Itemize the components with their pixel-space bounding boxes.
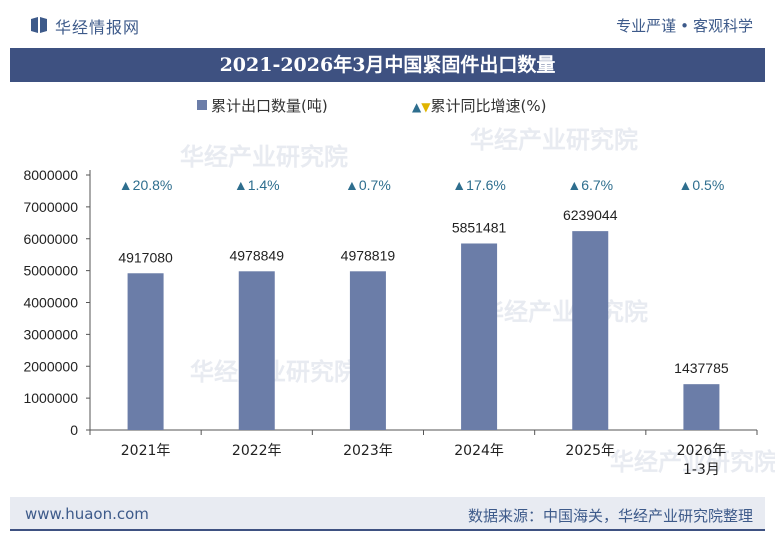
growth-label: ▲0.5% [679, 177, 725, 193]
bar-value-label: 5851481 [452, 219, 507, 235]
header: 华经情报网 专业严谨 • 客观科学 [0, 0, 775, 50]
watermark: 华经产业研究院 [610, 448, 775, 476]
growth-label: ▲17.6% [452, 177, 506, 193]
up-triangle-icon: ▲ [412, 100, 422, 114]
bar-value-label: 4917080 [118, 249, 173, 265]
legend-item-export-volume: 累计出口数量(吨) [197, 95, 328, 116]
y-tick-label: 8000000 [23, 167, 78, 183]
bar [572, 231, 609, 430]
y-tick-label: 3000000 [23, 326, 78, 342]
bar [349, 271, 386, 430]
footer-url[interactable]: www.huaon.com [25, 505, 149, 523]
watermark: 华经产业研究院 [470, 126, 638, 154]
legend-bar-swatch [197, 100, 207, 110]
growth-label: ▲20.8% [119, 177, 173, 193]
watermark: 华经产业研究院 [180, 143, 348, 171]
bar-value-label: 1437785 [674, 360, 729, 376]
growth-label: ▲1.4% [234, 177, 280, 193]
bar [238, 271, 275, 430]
growth-label: ▲6.7% [567, 177, 613, 193]
bar [683, 384, 720, 430]
bar-value-label: 4978819 [341, 247, 396, 263]
y-tick-label: 7000000 [23, 199, 78, 215]
legend-label-growth: 累计同比增速(%) [430, 97, 547, 115]
slogan: 专业严谨 • 客观科学 [616, 15, 753, 36]
chart-area: 华经产业研究院华经产业研究院华经产业研究院华经产业研究院华经产业研究院01000… [23, 126, 775, 478]
x-tick-label: 2021年 [121, 443, 171, 459]
chart-title: 2021-2026年3月中国紧固件出口数量 [10, 48, 765, 82]
watermark: 华经产业研究院 [480, 298, 648, 326]
x-tick-label: 2026年 [677, 443, 727, 459]
legend-item-growth: ▲▼累计同比增速(%) [412, 95, 546, 116]
logo-icon [31, 17, 47, 33]
footer: www.huaon.com 数据来源：中国海关，华经产业研究院整理 [10, 497, 765, 531]
x-tick-label: 2024年 [454, 443, 504, 459]
legend-label-export-volume: 累计出口数量(吨) [211, 97, 328, 115]
brand-name: 华经情报网 [55, 18, 141, 37]
bar [461, 243, 498, 430]
bar [127, 273, 164, 430]
x-tick-label: 2022年 [232, 443, 282, 459]
y-tick-label: 0 [70, 422, 78, 438]
bar-value-label: 6239044 [563, 207, 618, 223]
legend: 累计出口数量(吨) ▲▼累计同比增速(%) [0, 95, 775, 115]
bar-value-label: 4978849 [229, 247, 284, 263]
x-tick-label: 2023年 [343, 443, 393, 459]
y-tick-label: 1000000 [23, 390, 78, 406]
slogan-left: 专业严谨 [616, 17, 677, 35]
y-tick-label: 4000000 [23, 295, 78, 311]
x-tick-label: 2025年 [565, 443, 615, 459]
data-source: 数据来源：中国海关，华经产业研究院整理 [467, 507, 753, 525]
y-tick-label: 5000000 [23, 263, 78, 279]
y-tick-label: 2000000 [23, 358, 78, 374]
x-tick-label: 1-3月 [683, 462, 720, 478]
slogan-right: 客观科学 [692, 17, 753, 35]
growth-label: ▲0.7% [345, 177, 391, 193]
y-tick-label: 6000000 [23, 231, 78, 247]
down-triangle-icon: ▼ [421, 100, 431, 114]
slogan-dot: • [680, 17, 689, 35]
